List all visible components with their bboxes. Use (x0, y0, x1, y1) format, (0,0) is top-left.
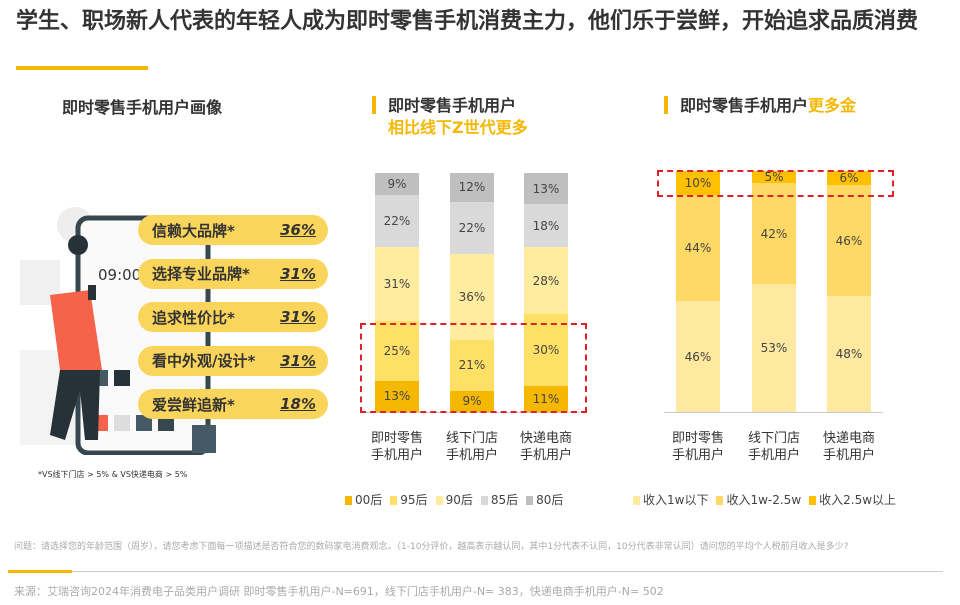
attitude-value: 31% (280, 264, 316, 283)
bar-segment: 44% (676, 195, 720, 302)
legend-item: 收入2.5w以上 (809, 491, 896, 508)
bar-segment: 18% (524, 204, 568, 248)
stacked-bar: 46% 44% 10% (676, 171, 720, 412)
stacked-bar: 11% 30% 28% 18% 13% (524, 173, 568, 412)
legend: 00后 95后 90后 85后 80后 (345, 491, 563, 508)
stacked-bar: 9% 21% 36% 22% 12% (450, 173, 494, 412)
bar-segment: 28% (524, 247, 568, 315)
clock-text: 09:00 (98, 266, 141, 284)
bar-segment: 12% (450, 173, 494, 202)
attitude-label: 看中外观/设计* (152, 352, 256, 370)
legend-item: 90后 (435, 491, 473, 508)
attitude-value: 36% (280, 221, 316, 239)
bar-segment: 31% (375, 247, 419, 322)
title-marker (372, 96, 376, 114)
left-section-title: 即时零售手机用户画像 (62, 98, 223, 117)
legend-item: 80后 (526, 491, 563, 508)
x-axis (664, 412, 883, 413)
bar-segment: 13% (375, 380, 419, 412)
attitude-pill: 看中外观/设计* 31% (138, 345, 328, 376)
legend-item: 收入1w-2.5w (716, 491, 801, 508)
bar-segment: 9% (450, 390, 494, 412)
title-underline (16, 66, 148, 70)
x-tick-label: 即时零售 手机用户 (370, 431, 423, 463)
chart1-subtitle: 相比线下Z世代更多 (388, 118, 528, 137)
chart1-title: 即时零售手机用户 (388, 96, 517, 115)
attitude-pill: 信赖大品牌* 36% (138, 215, 328, 245)
attitude-value: 18% (280, 395, 316, 413)
bar-segment: 13% (524, 173, 568, 205)
bar-segment: 30% (524, 314, 568, 386)
attitude-label: 爱尝鲜追新* (152, 395, 235, 414)
bar-segment: 22% (450, 201, 494, 255)
stacked-bar: 53% 42% 5% (752, 170, 796, 412)
x-tick-label: 线下门店 手机用户 (747, 431, 800, 463)
stacked-bar: 48% 46% 6% (827, 171, 871, 412)
x-tick-label: 线下门店 手机用户 (445, 431, 498, 463)
divider-accent (8, 570, 72, 573)
bar-segment: 25% (375, 321, 419, 381)
source-text: 来源：艾瑞咨询2024年消费电子品类用户调研 即时零售手机用户-N=691，线下… (14, 585, 664, 598)
legend-item: 收入1w以下 (633, 491, 708, 508)
bar-segment: 21% (450, 340, 494, 391)
question-text: 问题：请选择您的年龄范围（周岁），请您考虑下面每一项描述是否符合您的数码家电消费… (14, 542, 849, 552)
bar-segment: 9% (375, 173, 419, 195)
highlight-box (657, 170, 894, 197)
attitude-label: 选择专业品牌* (152, 265, 250, 283)
title-marker (664, 96, 668, 114)
bar-segment: 48% (827, 296, 871, 412)
x-tick-label: 快递电商 手机用户 (519, 431, 572, 463)
attitude-pill: 选择专业品牌* 31% (138, 258, 328, 289)
bar-segment: 5% (752, 170, 796, 184)
bar-segment: 36% (450, 254, 494, 341)
page-title: 学生、职场新人代表的年轻人成为即时零售手机消费主力，他们乐于尝鲜，开始追求品质消… (16, 9, 919, 34)
attitude-pill: 追求性价比* 31% (138, 302, 328, 332)
attitude-pill: 爱尝鲜追新* 18% (138, 389, 328, 419)
bar-segment: 6% (827, 171, 871, 186)
chart2-title-accent: 更多金 (808, 96, 857, 115)
bar-segment: 42% (752, 183, 796, 285)
attitude-value: 31% (280, 351, 316, 370)
bar-segment: 22% (375, 194, 419, 248)
chart2-title: 即时零售手机用户 (680, 96, 809, 115)
legend-item: 85后 (480, 491, 518, 508)
legend: 收入1w以下 收入1w-2.5w 收入2.5w以上 (633, 491, 896, 508)
x-tick-label: 快递电商 手机用户 (822, 431, 875, 463)
bar-segment: 10% (676, 171, 720, 196)
bar-segment: 46% (676, 301, 720, 412)
bar-segment: 46% (827, 185, 871, 297)
attitude-label: 追求性价比* (152, 308, 235, 327)
footnote: *VS线下门店 > 5% & VS快递电商 > 5% (38, 470, 188, 479)
bar-segment: 53% (752, 284, 796, 412)
divider (8, 571, 943, 572)
legend-item: 95后 (390, 491, 428, 508)
highlight-box (360, 323, 587, 413)
attitude-label: 信赖大品牌* (152, 221, 235, 240)
stacked-bar: 13% 25% 31% 22% 9% (375, 173, 419, 412)
bar-segment: 11% (524, 385, 568, 412)
legend-item: 00后 (345, 491, 382, 508)
x-tick-label: 即时零售 手机用户 (671, 431, 724, 463)
attitude-value: 31% (280, 308, 316, 326)
